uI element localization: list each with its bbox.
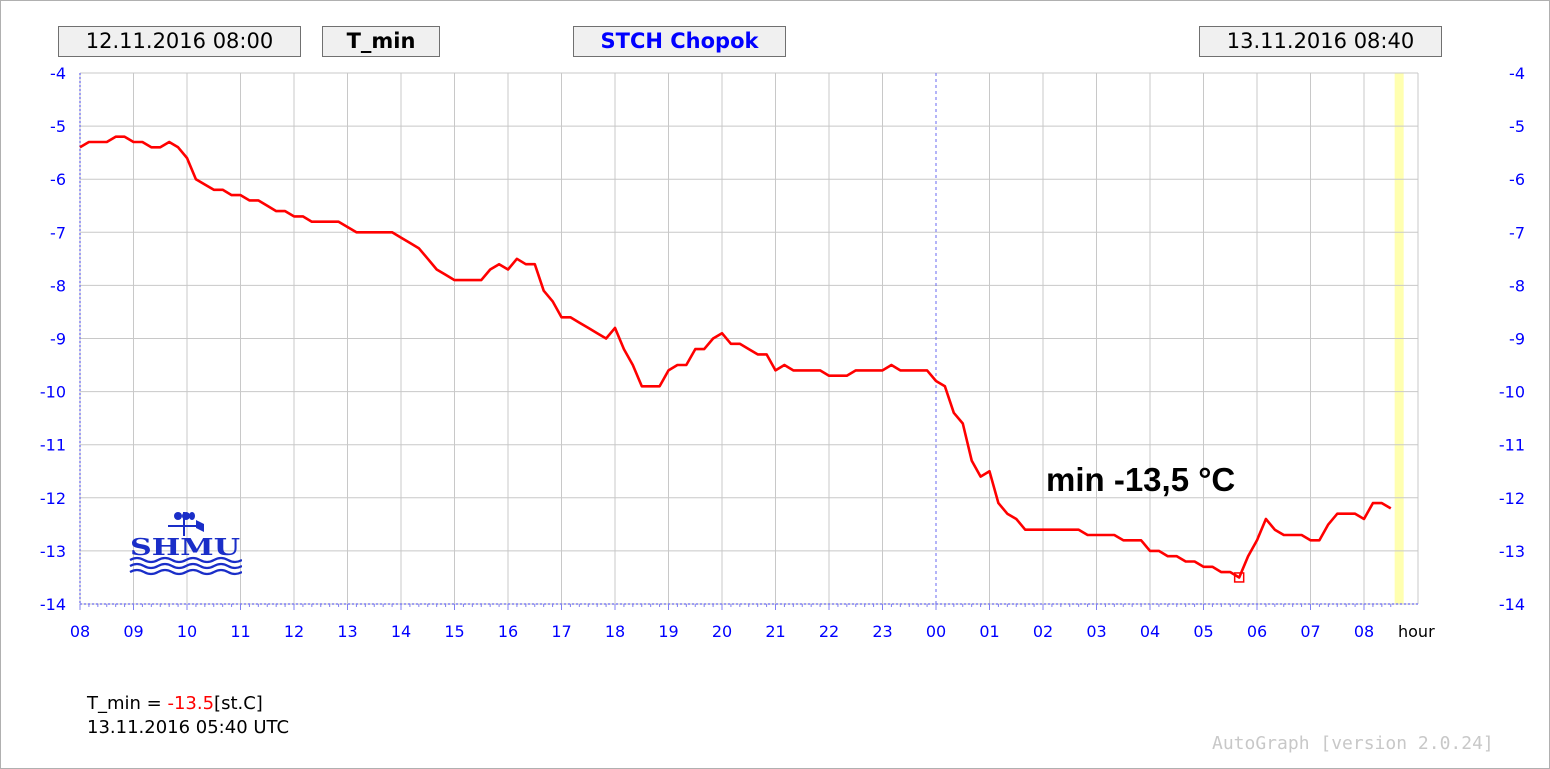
y-tick-label-right: -4: [1509, 64, 1525, 83]
x-tick-label: 01: [979, 622, 999, 641]
x-tick-label: 10: [177, 622, 197, 641]
x-tick-label: 20: [712, 622, 732, 641]
y-tick-label-left: -10: [40, 383, 66, 402]
y-tick-label-right: -9: [1509, 330, 1525, 349]
x-tick-label: 16: [498, 622, 518, 641]
min-annotation: min -13,5 °C: [1046, 461, 1236, 498]
x-tick-label: 21: [765, 622, 785, 641]
x-tick-label: 11: [230, 622, 250, 641]
y-tick-label-left: -11: [40, 436, 66, 455]
x-axis-label: hour: [1398, 622, 1435, 641]
y-tick-label-right: -13: [1499, 542, 1525, 561]
shmu-logo: SHMU: [128, 508, 243, 578]
y-tick-label-right: -6: [1509, 170, 1525, 189]
y-tick-label-left: -14: [40, 595, 66, 614]
info-label: T_min =: [87, 693, 168, 714]
y-tick-label-left: -12: [40, 489, 66, 508]
x-tick-label: 18: [605, 622, 625, 641]
info-unit: [st.C]: [214, 693, 263, 714]
x-tick-label: 06: [1247, 622, 1267, 641]
x-tick-label: 09: [123, 622, 143, 641]
y-tick-label-left: -8: [50, 276, 66, 295]
y-tick-label-left: -13: [40, 542, 66, 561]
y-tick-label-left: -5: [50, 117, 66, 136]
version-footer: AutoGraph [version 2.0.24]: [1212, 733, 1494, 754]
value-info: T_min = -13.5[st.C] 13.11.2016 05:40 UTC: [87, 692, 289, 740]
x-tick-label: 07: [1300, 622, 1320, 641]
x-tick-label: 04: [1140, 622, 1160, 641]
x-tick-label: 05: [1193, 622, 1213, 641]
y-tick-label-right: -5: [1509, 117, 1525, 136]
end-time-box: 13.11.2016 08:40: [1199, 26, 1442, 57]
y-tick-label-left: -6: [50, 170, 66, 189]
x-tick-label: 15: [444, 622, 464, 641]
x-tick-label: 13: [337, 622, 357, 641]
y-tick-label-right: -7: [1509, 223, 1525, 242]
y-tick-label-right: -10: [1499, 383, 1525, 402]
y-tick-label-left: -7: [50, 223, 66, 242]
x-tick-label: 19: [658, 622, 678, 641]
x-tick-label: 00: [926, 622, 946, 641]
y-tick-label-right: -14: [1499, 595, 1525, 614]
x-tick-label: 17: [551, 622, 571, 641]
info-time: 13.11.2016 05:40 UTC: [87, 717, 290, 738]
y-tick-label-left: -4: [50, 64, 66, 83]
station-box: STCH Chopok: [573, 26, 786, 57]
min-marker: [1233, 572, 1245, 583]
x-tick-label: 03: [1086, 622, 1106, 641]
y-tick-label-right: -12: [1499, 489, 1525, 508]
info-value: -13.5: [167, 693, 215, 714]
y-tick-label-left: -9: [50, 330, 66, 349]
y-tick-label-right: -8: [1509, 276, 1525, 295]
y-tick-label-right: -11: [1499, 436, 1525, 455]
x-tick-label: 08: [1354, 622, 1374, 641]
parameter-box: T_min: [322, 26, 440, 57]
x-tick-label: 02: [1033, 622, 1053, 641]
series-line-T_min: [79, 135, 1392, 579]
x-tick-label: 22: [819, 622, 839, 641]
x-tick-label: 12: [284, 622, 304, 641]
logo-text: SHMU: [130, 534, 240, 561]
start-time-box: 12.11.2016 08:00: [58, 26, 301, 57]
x-tick-label: 23: [872, 622, 892, 641]
x-tick-label: 08: [70, 622, 90, 641]
x-tick-label: 14: [391, 622, 411, 641]
